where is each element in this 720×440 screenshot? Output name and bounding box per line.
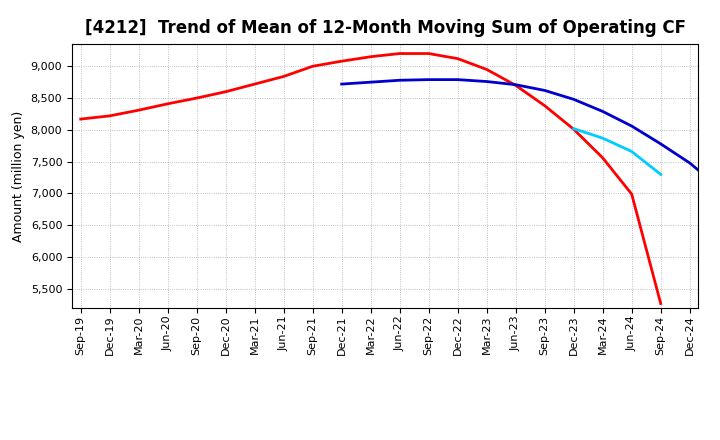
Title: [4212]  Trend of Mean of 12-Month Moving Sum of Operating CF: [4212] Trend of Mean of 12-Month Moving … <box>85 19 685 37</box>
Y-axis label: Amount (million yen): Amount (million yen) <box>12 110 25 242</box>
Legend: 3 Years, 5 Years, 7 Years, 10 Years: 3 Years, 5 Years, 7 Years, 10 Years <box>166 437 604 440</box>
